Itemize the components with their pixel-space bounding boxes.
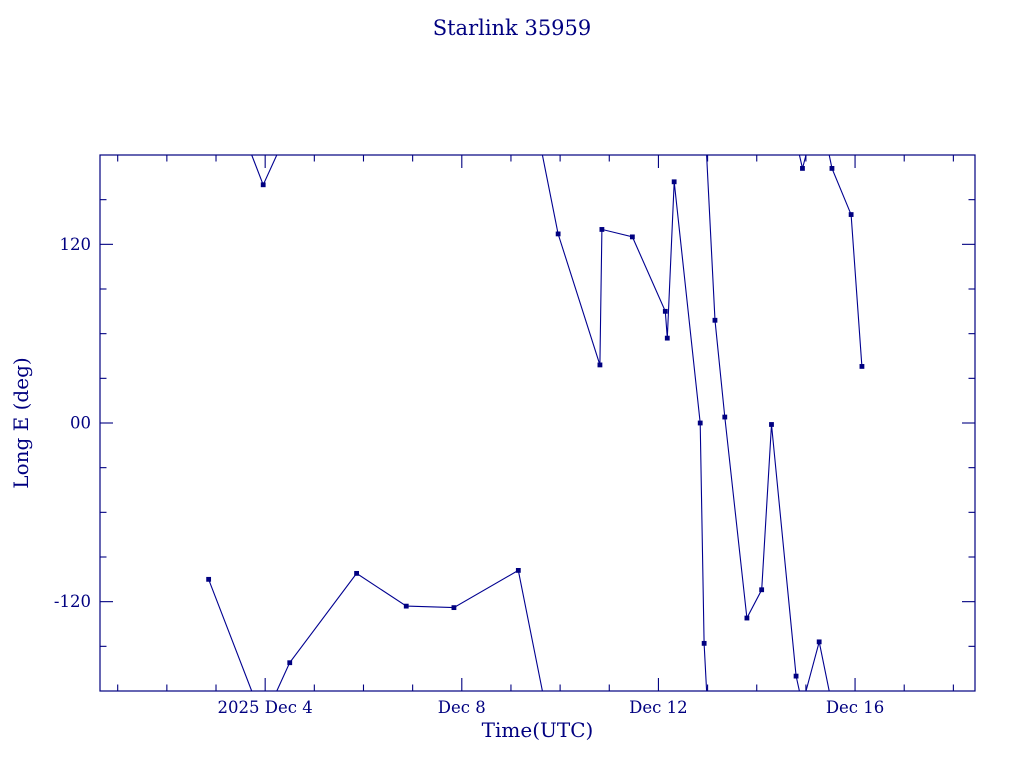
data-point-marker <box>744 615 750 621</box>
data-point-marker <box>697 420 703 426</box>
data-point-marker <box>260 182 266 188</box>
axis-ticks <box>100 155 975 691</box>
x-tick-label: Dec 12 <box>629 698 687 717</box>
data-point-marker <box>555 231 561 237</box>
data-point-marker <box>759 587 765 593</box>
data-point-marker <box>451 605 457 611</box>
data-point-marker <box>722 414 728 420</box>
data-point-marker <box>848 212 854 217</box>
data-point-marker <box>671 179 677 185</box>
data-layer <box>206 155 865 691</box>
data-point-marker <box>712 317 718 323</box>
data-point-marker <box>769 422 774 427</box>
series-path <box>208 155 863 691</box>
data-point-marker <box>206 576 212 582</box>
data-point-marker <box>701 640 707 646</box>
y-tick-label: 00 <box>70 414 91 433</box>
data-point-marker <box>629 234 635 240</box>
chart-title: Starlink 35959 <box>432 16 592 40</box>
tick-labels: 2025 Dec 4 Dec 8 Dec 12 Dec 16 120 00 -120 <box>54 235 884 717</box>
x-axis-label: Time(UTC) <box>481 718 594 742</box>
y-tick-label: -120 <box>54 592 91 611</box>
data-point-marker <box>515 568 521 573</box>
data-point-marker <box>793 673 799 679</box>
y-tick-label: 120 <box>60 235 92 254</box>
plot-frame <box>99 154 976 692</box>
x-tick-label: 2025 Dec 4 <box>218 698 313 717</box>
data-point-marker <box>816 639 822 645</box>
data-point-marker <box>829 166 835 171</box>
data-point-marker <box>597 362 603 368</box>
data-point-marker <box>287 660 293 666</box>
data-point-marker <box>599 227 605 232</box>
data-point-marker <box>354 570 360 576</box>
data-point-marker <box>403 603 409 609</box>
x-tick-label: Dec 16 <box>826 698 884 717</box>
data-point-marker <box>859 364 865 369</box>
x-tick-label: Dec 8 <box>438 698 486 717</box>
data-point-marker <box>662 308 668 314</box>
data-point-marker <box>800 166 805 171</box>
data-point-marker <box>664 335 670 341</box>
